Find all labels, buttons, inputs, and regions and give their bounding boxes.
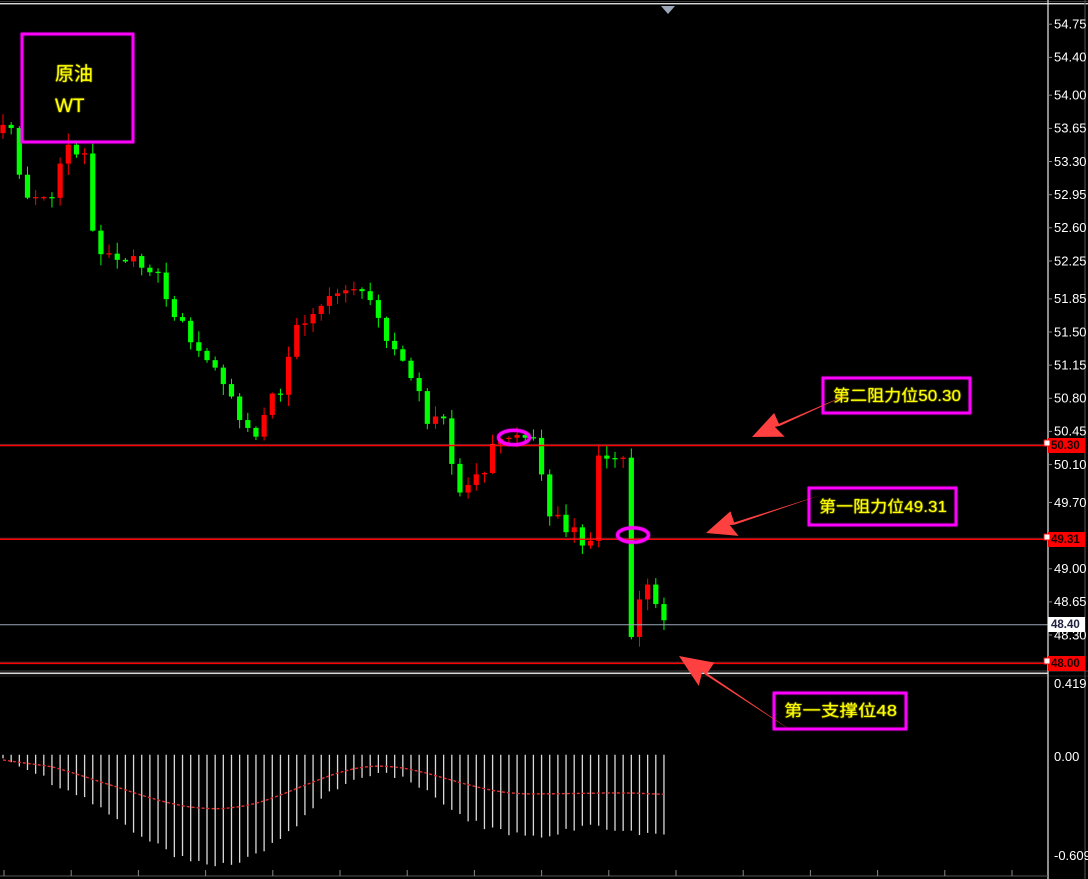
svg-text:50.10: 50.10 [1054,457,1087,472]
svg-text:52.95: 52.95 [1054,187,1087,202]
svg-text:51.50: 51.50 [1054,324,1087,339]
svg-text:第二阻力位50.30: 第二阻力位50.30 [833,387,961,405]
svg-text:48.00: 48.00 [1051,658,1080,670]
svg-text:-0.609: -0.609 [1054,848,1088,863]
svg-text:0.419: 0.419 [1054,676,1087,691]
svg-text:52.25: 52.25 [1054,253,1087,268]
svg-text:50.45: 50.45 [1054,424,1087,439]
svg-text:原油: 原油 [55,63,93,85]
svg-text:48.65: 48.65 [1054,594,1087,609]
svg-text:0.00: 0.00 [1054,749,1079,764]
svg-text:第一支撑位48: 第一支撑位48 [784,702,897,720]
svg-text:50.30: 50.30 [1051,440,1080,452]
svg-text:48.40: 48.40 [1051,619,1080,631]
svg-text:54.75: 54.75 [1054,17,1087,32]
svg-text:53.30: 53.30 [1054,154,1087,169]
svg-text:51.85: 51.85 [1054,291,1087,306]
svg-text:52.60: 52.60 [1054,220,1087,235]
svg-text:第一阻力位49.31: 第一阻力位49.31 [819,498,947,516]
svg-text:49.70: 49.70 [1054,495,1087,510]
svg-text:50.80: 50.80 [1054,391,1087,406]
svg-text:49.00: 49.00 [1054,561,1087,576]
svg-text:53.65: 53.65 [1054,121,1087,136]
svg-text:49.31: 49.31 [1051,534,1080,546]
svg-text:54.40: 54.40 [1054,50,1087,65]
svg-text:54.00: 54.00 [1054,88,1087,103]
svg-text:51.15: 51.15 [1054,357,1087,372]
svg-text:WT: WT [55,96,85,117]
